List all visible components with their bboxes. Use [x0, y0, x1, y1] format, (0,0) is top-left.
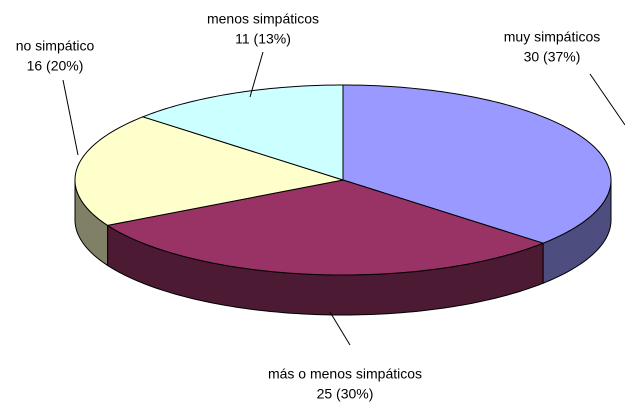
slice-label: más o menos simpáticos — [268, 366, 422, 382]
slice-label: no simpático — [16, 38, 95, 54]
leader-line — [62, 79, 79, 156]
pie-slice — [106, 179, 545, 276]
leader-line — [329, 311, 351, 346]
slice-value-label: 25 (30%) — [317, 386, 374, 402]
slice-value-label: 16 (20%) — [27, 58, 84, 74]
slice-label: muy simpáticos — [504, 29, 600, 45]
slice-label: menos simpáticos — [207, 11, 319, 27]
slice-value-label: 11 (13%) — [235, 31, 291, 47]
pie-slice — [74, 116, 344, 226]
leader-line — [249, 51, 264, 98]
leader-line — [589, 73, 625, 126]
slice-value-label: 30 (37%) — [524, 49, 581, 65]
pie-slice — [342, 84, 612, 244]
pie-slice — [141, 84, 344, 181]
